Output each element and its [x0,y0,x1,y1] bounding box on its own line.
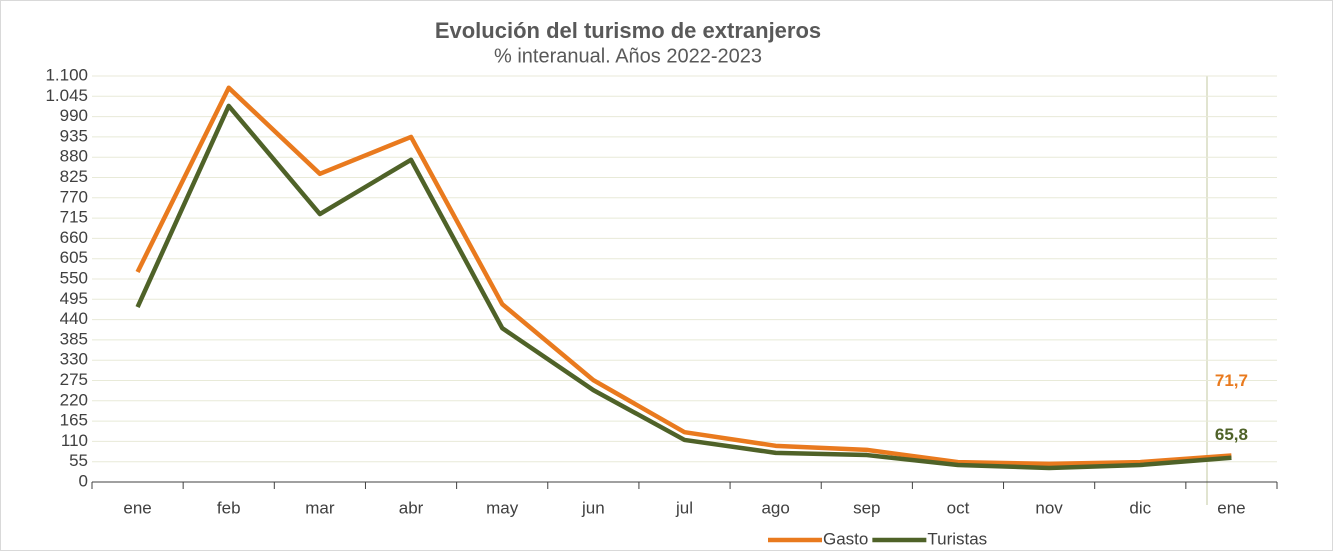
y-tick-label: 495 [60,289,88,308]
x-tick-label: jul [675,498,693,517]
x-tick-label: ene [123,498,151,517]
y-tick-label: 385 [60,329,88,348]
x-tick-label: ago [761,498,789,517]
series-line [135,103,1232,471]
chart-subtitle: % interanual. Años 2022-2023 [494,45,762,67]
y-tick-label: 990 [60,106,88,125]
y-tick-label: 660 [60,228,88,247]
x-tick-label: may [486,498,519,517]
x-tick-label: mar [305,498,335,517]
x-tick-label: ene [1217,498,1245,517]
y-tick-label: 550 [60,268,88,287]
data-label: 65,8 [1215,425,1248,444]
y-tick-label: 220 [60,390,88,409]
y-tick-label: 1.100 [45,65,88,84]
y-tick-label: 0 [79,471,88,490]
x-tick-label: feb [217,498,241,517]
y-tick-label: 110 [61,431,88,450]
data-label: 71,7 [1215,371,1248,390]
y-tick-label: 440 [60,309,88,328]
series-line [135,85,1232,467]
y-tick-label: 715 [60,208,88,227]
y-tick-label: 55 [69,451,88,470]
y-tick-label: 935 [60,126,88,145]
y-tick-label: 275 [60,370,88,389]
legend-label: Turistas [927,529,987,548]
y-tick-label: 330 [60,350,88,369]
x-tick-label: jun [581,498,605,517]
y-tick-label: 770 [60,187,88,206]
x-tick-label: abr [399,498,424,517]
x-tick-label: oct [947,498,970,517]
chart-title: Evolución del turismo de extranjeros [435,18,821,43]
y-tick-label: 165 [60,411,88,430]
y-tick-label: 825 [60,167,88,186]
x-tick-label: dic [1129,498,1151,517]
x-tick-label: nov [1035,498,1063,517]
y-tick-label: 605 [60,248,88,267]
y-tick-label: 880 [60,147,88,166]
legend-label: Gasto [823,529,868,548]
y-tick-label: 1.045 [45,86,88,105]
x-tick-label: sep [853,498,880,517]
